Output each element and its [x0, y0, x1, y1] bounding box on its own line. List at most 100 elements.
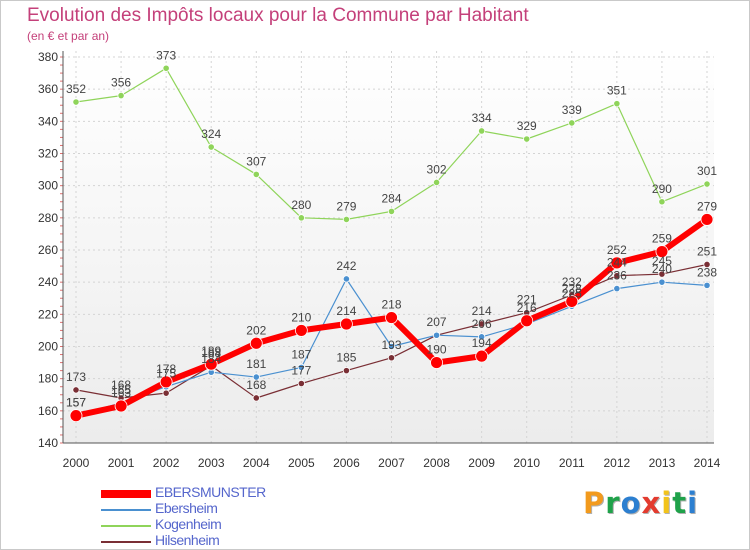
- data-point: [114, 399, 128, 413]
- logo-letter: t: [672, 486, 688, 520]
- data-label: 339: [562, 103, 582, 117]
- data-label: 302: [427, 162, 447, 176]
- data-point: [385, 311, 398, 324]
- data-label: 165: [111, 383, 131, 397]
- data-point: [432, 178, 441, 187]
- data-label: 175: [156, 367, 176, 381]
- x-tick-label: 2014: [694, 456, 721, 470]
- data-point: [159, 375, 173, 389]
- data-point: [703, 180, 711, 188]
- logo-letter: x: [641, 486, 662, 520]
- data-label: 324: [201, 127, 221, 141]
- data-point: [72, 386, 80, 394]
- data-label: 334: [472, 111, 492, 125]
- x-tick-label: 2003: [198, 456, 225, 470]
- legend-label: EBERSMUNSTER: [155, 484, 266, 500]
- logo-letter: P: [583, 486, 606, 520]
- x-tick-label: 2011: [559, 456, 585, 470]
- x-tick-label: 2000: [63, 456, 90, 470]
- y-tick-label: 200: [38, 340, 58, 354]
- legend-swatch: [101, 509, 151, 511]
- data-label: 214: [472, 304, 492, 318]
- y-tick-label: 260: [38, 243, 58, 257]
- data-point: [568, 119, 576, 127]
- data-point: [252, 394, 260, 402]
- data-label: 301: [697, 164, 717, 178]
- data-label: 284: [381, 191, 401, 205]
- data-label: 194: [472, 336, 492, 350]
- x-tick-label: 2006: [333, 456, 360, 470]
- data-point: [252, 373, 260, 381]
- data-point: [342, 367, 351, 375]
- data-label: 185: [336, 351, 356, 365]
- data-label: 218: [381, 298, 401, 312]
- data-point: [297, 379, 305, 388]
- y-tick-label: 140: [38, 436, 58, 450]
- data-point: [478, 320, 486, 328]
- data-label: 202: [246, 323, 266, 337]
- legend-swatch: [101, 490, 151, 498]
- y-tick-label: 180: [38, 372, 58, 386]
- data-point: [613, 284, 621, 293]
- data-label: 245: [652, 254, 672, 268]
- data-label: 307: [246, 154, 266, 168]
- data-label: 251: [697, 244, 717, 258]
- data-point: [475, 349, 489, 363]
- data-point: [72, 98, 80, 106]
- data-label: 280: [291, 198, 311, 212]
- data-label: 351: [607, 84, 627, 98]
- data-point: [658, 198, 666, 206]
- data-label: 190: [427, 343, 447, 357]
- data-label: 279: [336, 199, 356, 213]
- data-label: 352: [66, 82, 86, 96]
- data-point: [700, 213, 714, 226]
- data-label: 232: [562, 275, 582, 289]
- data-label: 356: [111, 76, 131, 90]
- data-point: [342, 215, 351, 224]
- data-point: [252, 170, 260, 179]
- data-label: 236: [607, 269, 627, 283]
- data-point: [432, 331, 441, 339]
- data-label: 240: [652, 262, 672, 276]
- data-label: 329: [517, 119, 537, 133]
- x-tick-label: 2013: [649, 456, 676, 470]
- data-point: [297, 214, 305, 222]
- y-tick-label: 340: [38, 114, 58, 128]
- x-tick-label: 2004: [243, 456, 270, 470]
- data-point: [340, 317, 353, 331]
- data-label: 259: [652, 232, 672, 246]
- data-label: 290: [652, 182, 672, 196]
- data-point: [162, 64, 170, 72]
- data-point: [703, 260, 711, 269]
- data-point: [478, 127, 486, 135]
- data-label: 157: [66, 396, 86, 410]
- logo-letter: i: [687, 486, 699, 520]
- y-tick-label: 220: [38, 307, 58, 321]
- data-point: [523, 135, 531, 143]
- logo-letter: r: [605, 486, 621, 520]
- data-label: 177: [291, 363, 311, 377]
- data-label: 252: [607, 243, 627, 257]
- data-label: 181: [246, 357, 266, 371]
- data-label: 163: [111, 386, 131, 400]
- data-point: [565, 295, 579, 308]
- legend-label: Ebersheim: [155, 500, 218, 516]
- x-tick-label: 2007: [378, 456, 405, 470]
- data-point: [387, 207, 396, 215]
- data-label: 206: [472, 317, 492, 331]
- data-point: [387, 342, 396, 351]
- data-label: 207: [427, 315, 447, 329]
- x-tick-label: 2005: [288, 456, 315, 470]
- data-point: [342, 275, 351, 283]
- chart-title: Evolution des Impôts locaux pour la Comm…: [27, 5, 529, 26]
- data-point: [613, 272, 621, 280]
- data-point: [610, 256, 624, 270]
- data-label: 178: [156, 362, 176, 376]
- legend-swatch: [101, 525, 151, 527]
- data-point: [658, 270, 666, 278]
- y-tick-label: 320: [38, 147, 58, 161]
- y-tick-label: 240: [38, 275, 58, 289]
- data-label: 214: [336, 304, 356, 318]
- chart-subtitle: (en € et par an): [27, 29, 110, 43]
- data-label: 187: [291, 347, 311, 361]
